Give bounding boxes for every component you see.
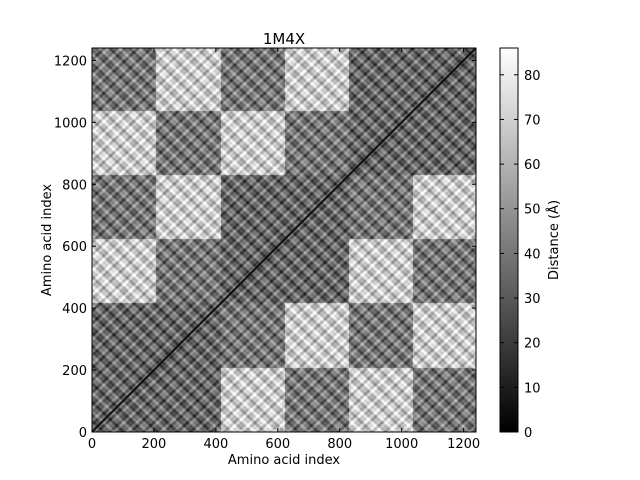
colorbar-ticks: 0 10 20 30 40 50 60 70 80	[500, 69, 541, 441]
colorbar-tick-label: 50	[524, 203, 541, 218]
colorbar	[499, 47, 519, 433]
heatmap-canvas	[92, 48, 476, 432]
y-tick-label: 0	[79, 426, 87, 441]
y-tick-label: 200	[62, 364, 87, 379]
y-tick-label: 400	[62, 302, 87, 317]
colorbar-tick-label: 80	[524, 69, 541, 84]
x-tick-label: 400	[203, 437, 228, 452]
x-axis-label: Amino acid index	[228, 453, 340, 468]
x-tick-label: 800	[327, 437, 352, 452]
colorbar-tick-label: 30	[524, 292, 541, 307]
colorbar-tick-label: 0	[524, 426, 532, 441]
colorbar-tick-label: 70	[524, 113, 541, 128]
y-tick-label: 600	[62, 240, 87, 255]
chart-title: 1M4X	[263, 30, 305, 48]
colorbar-tick-label: 10	[524, 381, 541, 396]
y-axis-label: Amino acid index	[40, 184, 55, 296]
y-tick-label: 800	[62, 178, 87, 193]
x-tick-label: 200	[142, 437, 167, 452]
x-tick-label: 600	[265, 437, 290, 452]
x-tick-label: 1200	[447, 437, 480, 452]
x-tick-label: 0	[88, 437, 96, 452]
colorbar-tick-label: 20	[524, 337, 541, 352]
y-tick-label: 1000	[54, 116, 87, 131]
colorbar-tick-label: 60	[524, 158, 541, 173]
y-tick-label: 1200	[54, 54, 87, 69]
x-tick-label: 1000	[385, 437, 418, 452]
colorbar-tick-label: 40	[524, 247, 541, 262]
y-axis-ticks: 0 200 400 600 800 1000 1200	[54, 54, 476, 441]
colorbar-label: Distance (Å)	[546, 200, 562, 280]
x-axis-ticks: 0 200 400 600 800 1000 1200	[88, 48, 480, 452]
plot-frame	[91, 47, 477, 433]
